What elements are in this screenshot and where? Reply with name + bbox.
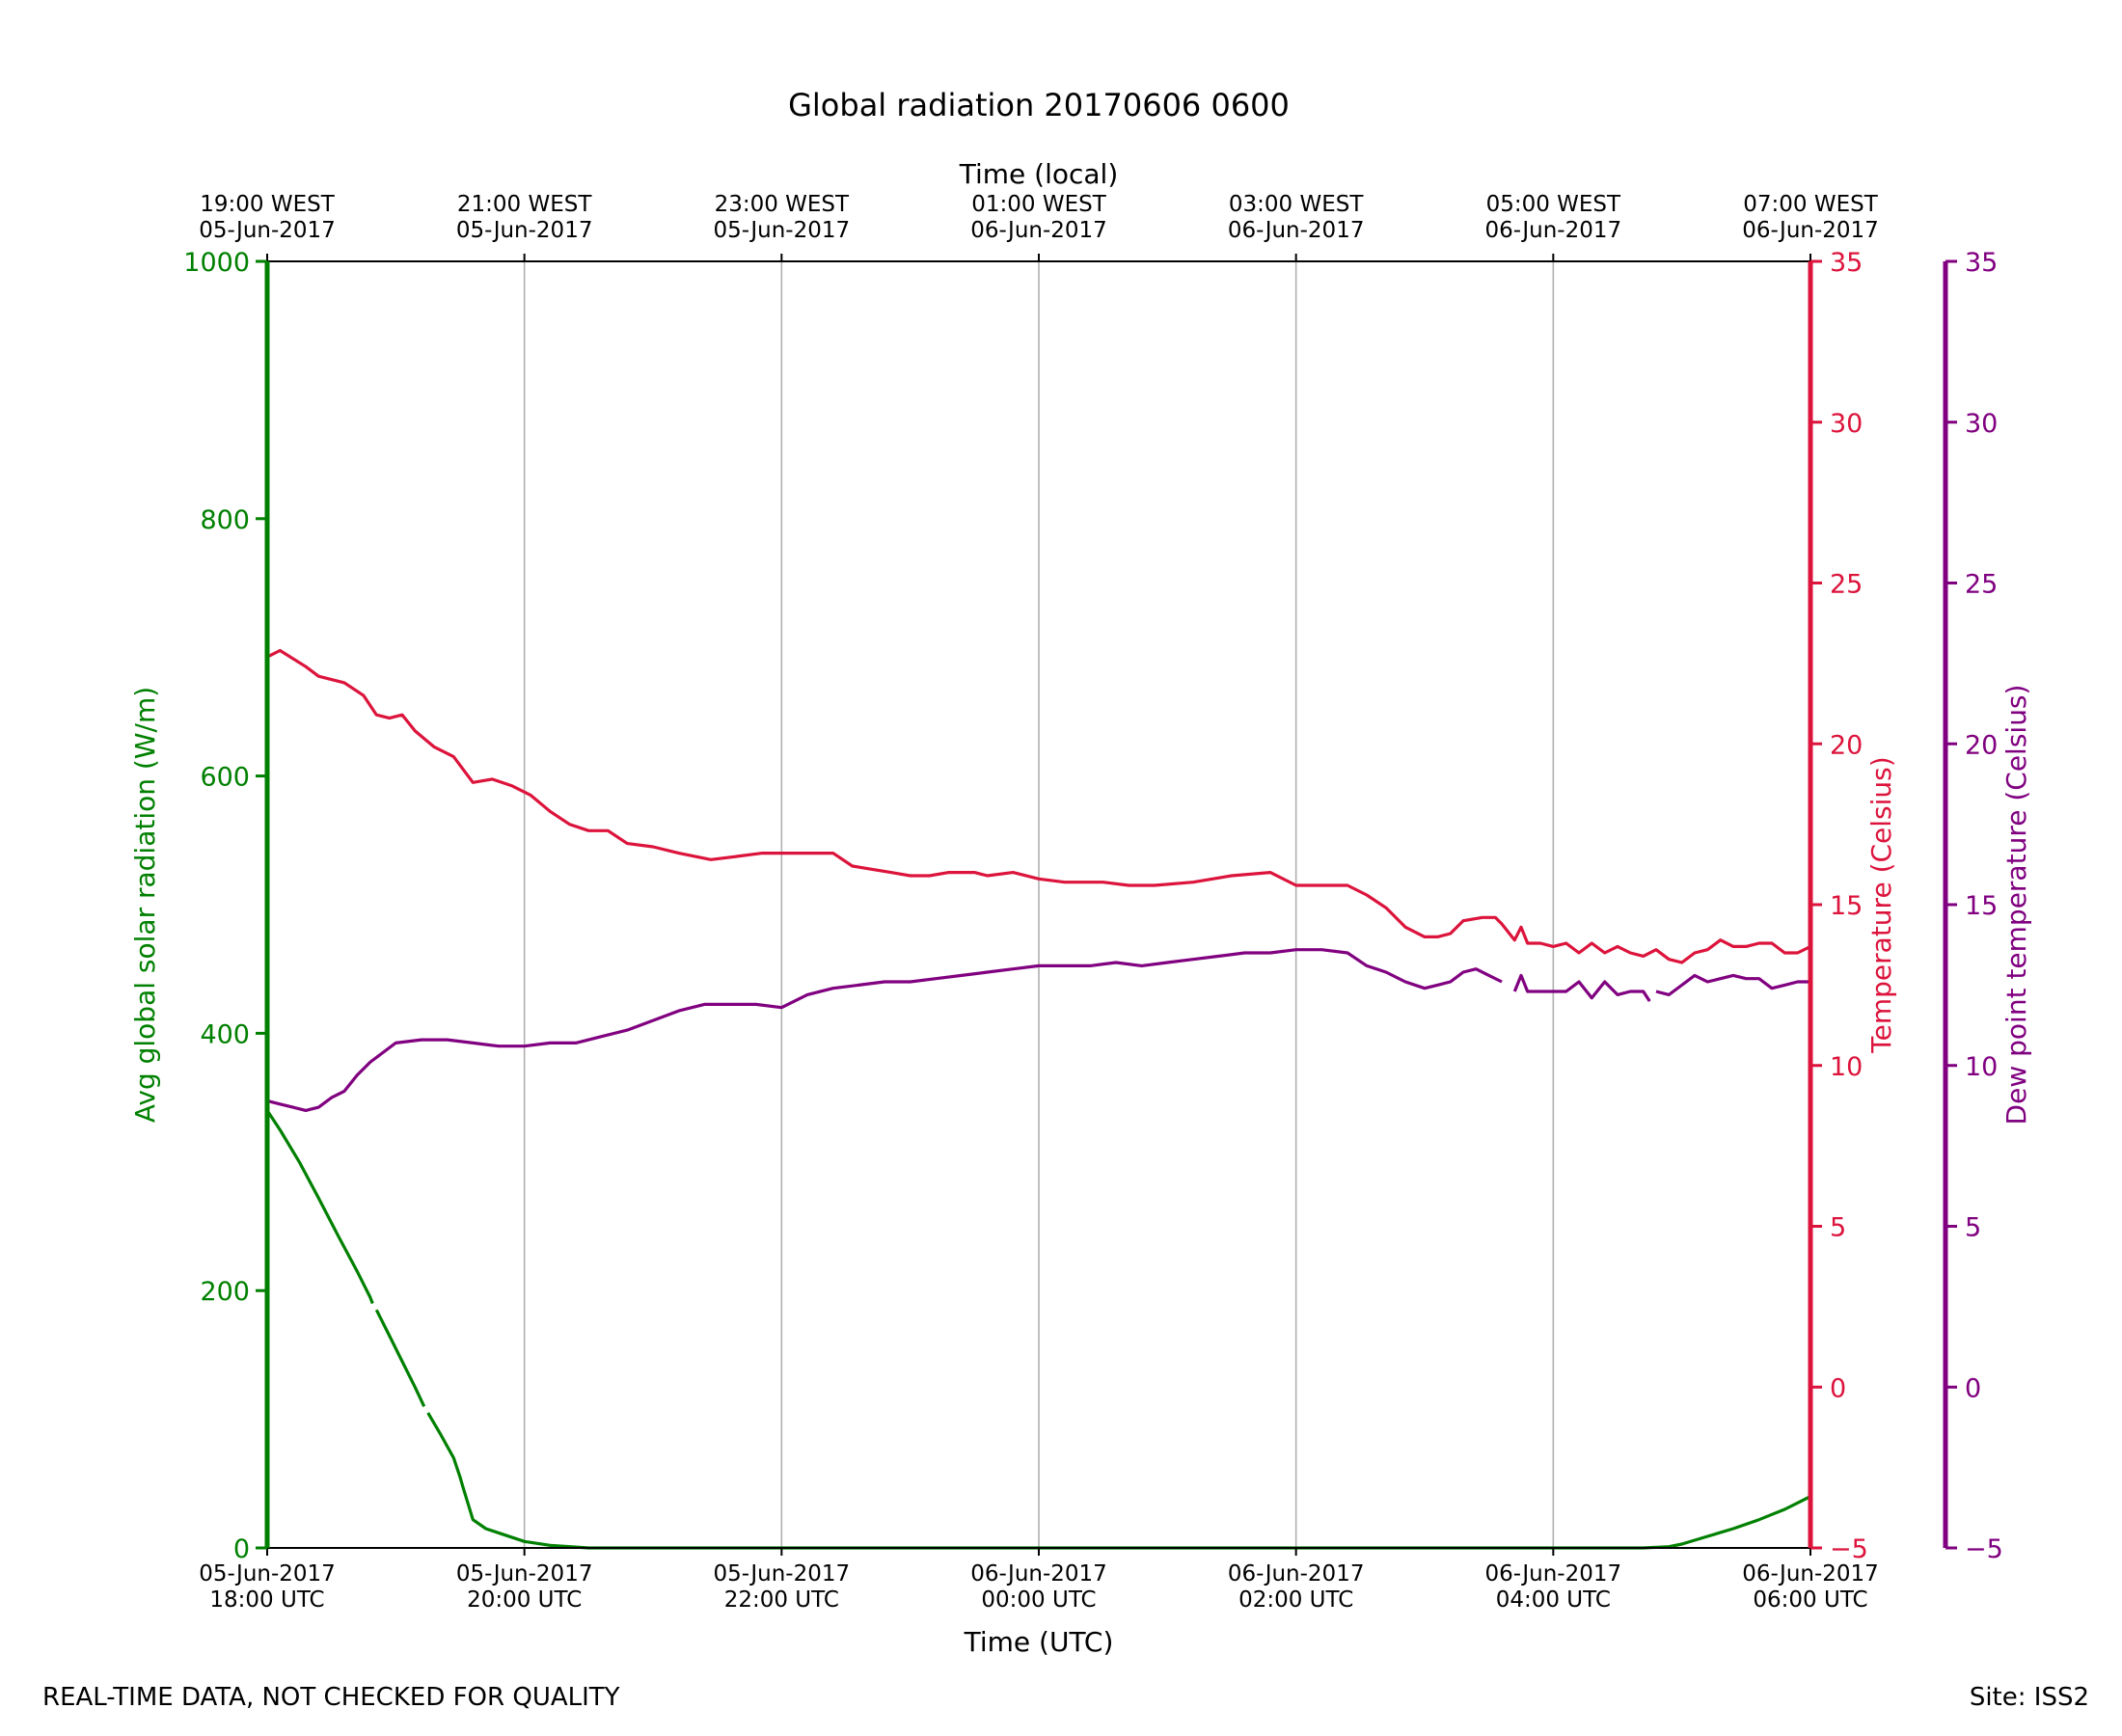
top-tick-label: 06-Jun-2017 xyxy=(1742,218,1879,243)
x-tick-label: 05-Jun-2017 xyxy=(456,1561,593,1587)
temperature-tick-label: 20 xyxy=(1830,730,1863,760)
dewpoint-tick-label: 15 xyxy=(1965,891,1998,921)
temperature-tick-label: 30 xyxy=(1830,409,1863,439)
top-tick-label: 07:00 WEST xyxy=(1743,192,1878,217)
temperature-series-line xyxy=(266,648,1811,964)
dewpoint-series-line xyxy=(266,948,1810,1112)
radiation-tick-label: 200 xyxy=(200,1277,250,1307)
temperature-tick-label: −5 xyxy=(1830,1534,1868,1564)
dewpoint-tick-label: 35 xyxy=(1965,248,1998,278)
temperature-axis-label: Temperature (Celsius) xyxy=(1865,756,1897,1053)
x-tick-label: 22:00 UTC xyxy=(724,1587,839,1613)
dewpoint-tick-label: 25 xyxy=(1965,570,1998,600)
x-tick-label: 20:00 UTC xyxy=(467,1587,582,1613)
temperature-tick-label: 5 xyxy=(1830,1213,1846,1243)
top-axis-label: Time (local) xyxy=(959,158,1119,190)
radiation-tick-label: 400 xyxy=(200,1019,250,1049)
quality-disclaimer: REAL-TIME DATA, NOT CHECKED FOR QUALITY xyxy=(42,1683,620,1712)
series-layer xyxy=(265,648,1811,1550)
temperature-tick-label: 15 xyxy=(1830,891,1863,921)
x-axis-label: Time (UTC) xyxy=(964,1626,1114,1658)
x-tick-label: 18:00 UTC xyxy=(209,1587,324,1613)
x-tick-label: 06-Jun-2017 xyxy=(1742,1561,1879,1587)
top-tick-label: 21:00 WEST xyxy=(457,192,592,217)
top-tick-label: 05:00 WEST xyxy=(1486,192,1621,217)
dewpoint-tick-label: 0 xyxy=(1965,1373,1981,1403)
temperature-tick-label: 35 xyxy=(1830,248,1863,278)
radiation-axis-label: Avg global solar radiation (W/m) xyxy=(129,687,161,1123)
radiation-tick-label: 0 xyxy=(233,1534,250,1564)
x-tick-label: 06:00 UTC xyxy=(1753,1587,1867,1613)
chart-title: Global radiation 20170606 0600 xyxy=(788,87,1290,123)
dewpoint-tick-label: 30 xyxy=(1965,409,1998,439)
x-tick-label: 02:00 UTC xyxy=(1238,1587,1353,1613)
top-tick-label: 03:00 WEST xyxy=(1229,192,1364,217)
x-tick-label: 05-Jun-2017 xyxy=(199,1561,336,1587)
radiation-tick-label: 800 xyxy=(200,505,250,535)
temperature-tick-label: 0 xyxy=(1830,1373,1846,1403)
dewpoint-tick-label: −5 xyxy=(1965,1534,2003,1564)
top-tick-label: 01:00 WEST xyxy=(971,192,1106,217)
x-tick-label: 06-Jun-2017 xyxy=(1485,1561,1622,1587)
radiation-tick-label: 600 xyxy=(200,763,250,793)
dewpoint-tick-label: 5 xyxy=(1965,1213,1981,1243)
gridlines xyxy=(523,261,1555,1548)
top-tick-label: 23:00 WEST xyxy=(715,192,850,217)
dewpoint-tick-label: 10 xyxy=(1965,1052,1998,1082)
x-tick-label: 00:00 UTC xyxy=(981,1587,1096,1613)
dewpoint-axis-label: Dew point temperature (Celsius) xyxy=(2000,685,2032,1126)
top-tick-label: 05-Jun-2017 xyxy=(199,218,336,243)
top-tick-label: 06-Jun-2017 xyxy=(1485,218,1622,243)
top-tick-label: 05-Jun-2017 xyxy=(456,218,593,243)
top-tick-label: 05-Jun-2017 xyxy=(714,218,851,243)
top-tick-label: 06-Jun-2017 xyxy=(1228,218,1365,243)
x-tick-label: 05-Jun-2017 xyxy=(714,1561,851,1587)
x-tick-label: 06-Jun-2017 xyxy=(1228,1561,1365,1587)
x-tick-label: 06-Jun-2017 xyxy=(970,1561,1107,1587)
dewpoint-tick-label: 20 xyxy=(1965,730,1998,760)
top-tick-label: 06-Jun-2017 xyxy=(970,218,1107,243)
temperature-tick-label: 25 xyxy=(1830,570,1863,600)
top-tick-label: 19:00 WEST xyxy=(200,192,335,217)
site-label: Site: ISS2 xyxy=(1969,1683,2089,1712)
temperature-tick-label: 10 xyxy=(1830,1052,1863,1082)
x-tick-label: 04:00 UTC xyxy=(1496,1587,1611,1613)
radiation-tick-label: 1000 xyxy=(183,248,250,278)
